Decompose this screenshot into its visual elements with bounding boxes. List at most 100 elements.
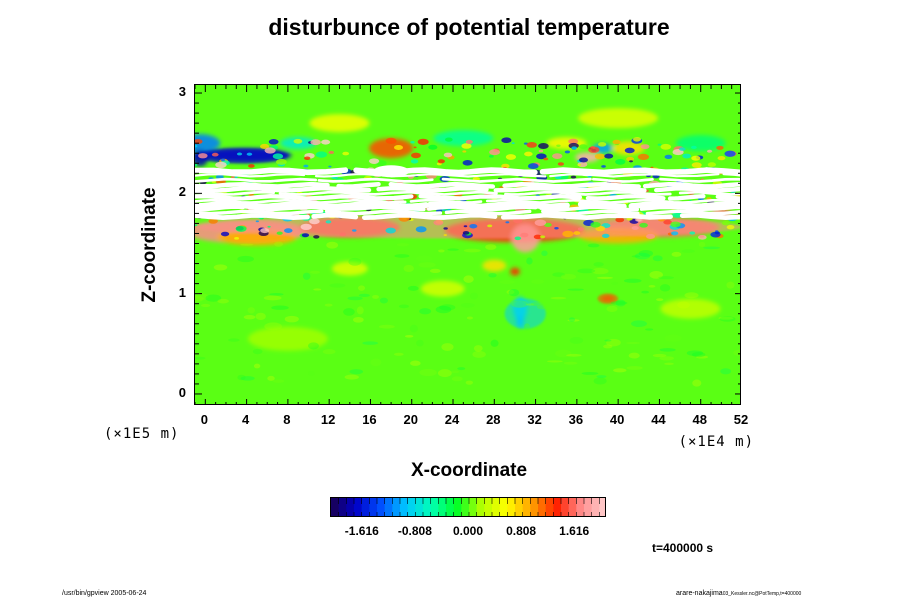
field-texture xyxy=(403,264,414,273)
field-texture xyxy=(347,296,363,301)
field-texture xyxy=(552,272,566,277)
x-tick-label: 0 xyxy=(200,412,208,427)
field-texture xyxy=(460,302,475,308)
field-texture xyxy=(490,339,499,347)
field-texture xyxy=(465,380,473,385)
undefined-band xyxy=(195,190,276,196)
colorbar-cell xyxy=(361,498,370,516)
field-texture xyxy=(396,243,410,247)
field-texture xyxy=(546,360,563,363)
field-blob xyxy=(675,135,726,152)
colorbar-cell xyxy=(584,498,593,516)
field-speckle xyxy=(246,152,253,156)
undefined-band xyxy=(679,212,740,220)
field-blob xyxy=(660,298,721,319)
undefined-band xyxy=(311,212,359,220)
undefined-band xyxy=(504,190,559,196)
field-texture xyxy=(593,262,604,267)
field-texture xyxy=(240,243,254,246)
colorbar xyxy=(330,497,606,517)
field-speckle xyxy=(443,234,448,236)
field-speckle xyxy=(433,219,444,226)
axis-ticks xyxy=(195,85,740,404)
field-speckle xyxy=(443,152,453,158)
field-speckle xyxy=(198,153,208,159)
undefined-band xyxy=(591,177,654,183)
field-speckle xyxy=(220,158,226,162)
field-texture xyxy=(324,303,333,307)
field-speckle xyxy=(557,162,564,166)
field-texture xyxy=(577,268,596,274)
field-speckle xyxy=(368,158,380,164)
field-texture xyxy=(463,275,474,283)
field-speckle xyxy=(393,144,404,150)
field-texture xyxy=(253,363,261,369)
field-speckle xyxy=(264,147,276,154)
field-texture xyxy=(695,355,709,359)
field-speckle xyxy=(717,155,726,161)
field-texture xyxy=(692,379,702,387)
field-speckle xyxy=(633,137,642,142)
field-speckle xyxy=(195,163,198,167)
field-speckle xyxy=(699,235,705,238)
x-tick-label: 16 xyxy=(362,412,377,427)
field-speckle xyxy=(300,223,312,231)
field-speckle xyxy=(660,143,672,150)
field-texture xyxy=(596,375,607,379)
colorbar-cell xyxy=(331,498,340,516)
field-speckle xyxy=(533,234,542,240)
field-texture xyxy=(438,249,445,253)
field-texture xyxy=(681,249,695,253)
field-speckle xyxy=(321,139,331,145)
field-speckle xyxy=(469,223,478,229)
field-speckle xyxy=(615,158,626,165)
field-speckle xyxy=(410,141,415,144)
field-texture xyxy=(217,298,229,304)
undefined-band xyxy=(659,177,740,183)
colorbar-tick-label: 0.808 xyxy=(506,524,537,538)
field-speckle xyxy=(351,163,360,168)
field-speckle xyxy=(462,231,470,235)
field-layer xyxy=(195,85,740,404)
field-speckle xyxy=(513,218,523,224)
field-texture xyxy=(195,295,204,303)
field-texture xyxy=(686,350,704,356)
field-speckle xyxy=(339,232,346,237)
field-speckle xyxy=(415,226,427,233)
field-speckle xyxy=(624,147,635,154)
field-speckle xyxy=(524,151,533,157)
field-texture xyxy=(348,257,362,266)
undefined-band xyxy=(628,201,740,210)
field-texture xyxy=(247,307,255,314)
field-speckle xyxy=(640,144,650,150)
field-speckle xyxy=(715,230,719,233)
field-texture xyxy=(264,322,283,331)
field-texture xyxy=(237,374,246,381)
field-speckle xyxy=(629,160,633,163)
field-blob xyxy=(578,108,659,129)
field-texture xyxy=(416,255,433,262)
field-speckle xyxy=(443,227,448,230)
field-texture xyxy=(566,353,582,357)
field-texture xyxy=(370,358,382,367)
field-texture xyxy=(623,278,642,283)
undefined-band xyxy=(356,190,498,196)
field-texture xyxy=(587,243,600,248)
field-texture xyxy=(499,279,515,285)
x-tick-label: 28 xyxy=(486,412,501,427)
field-texture xyxy=(531,279,545,284)
field-texture xyxy=(255,312,266,321)
field-speckle xyxy=(303,156,311,161)
field-speckle xyxy=(315,151,328,158)
undefined-band xyxy=(195,167,349,176)
colorbar-cell xyxy=(561,498,570,516)
time-annotation: t=400000 s xyxy=(652,541,714,555)
field-blob xyxy=(309,114,370,133)
field-speckle xyxy=(208,152,213,156)
undefined-band xyxy=(678,190,740,196)
field-texture xyxy=(466,316,473,320)
field-speckle xyxy=(236,152,243,156)
field-speckle xyxy=(568,138,579,145)
field-blob xyxy=(509,267,520,276)
field-speckle xyxy=(650,166,654,169)
